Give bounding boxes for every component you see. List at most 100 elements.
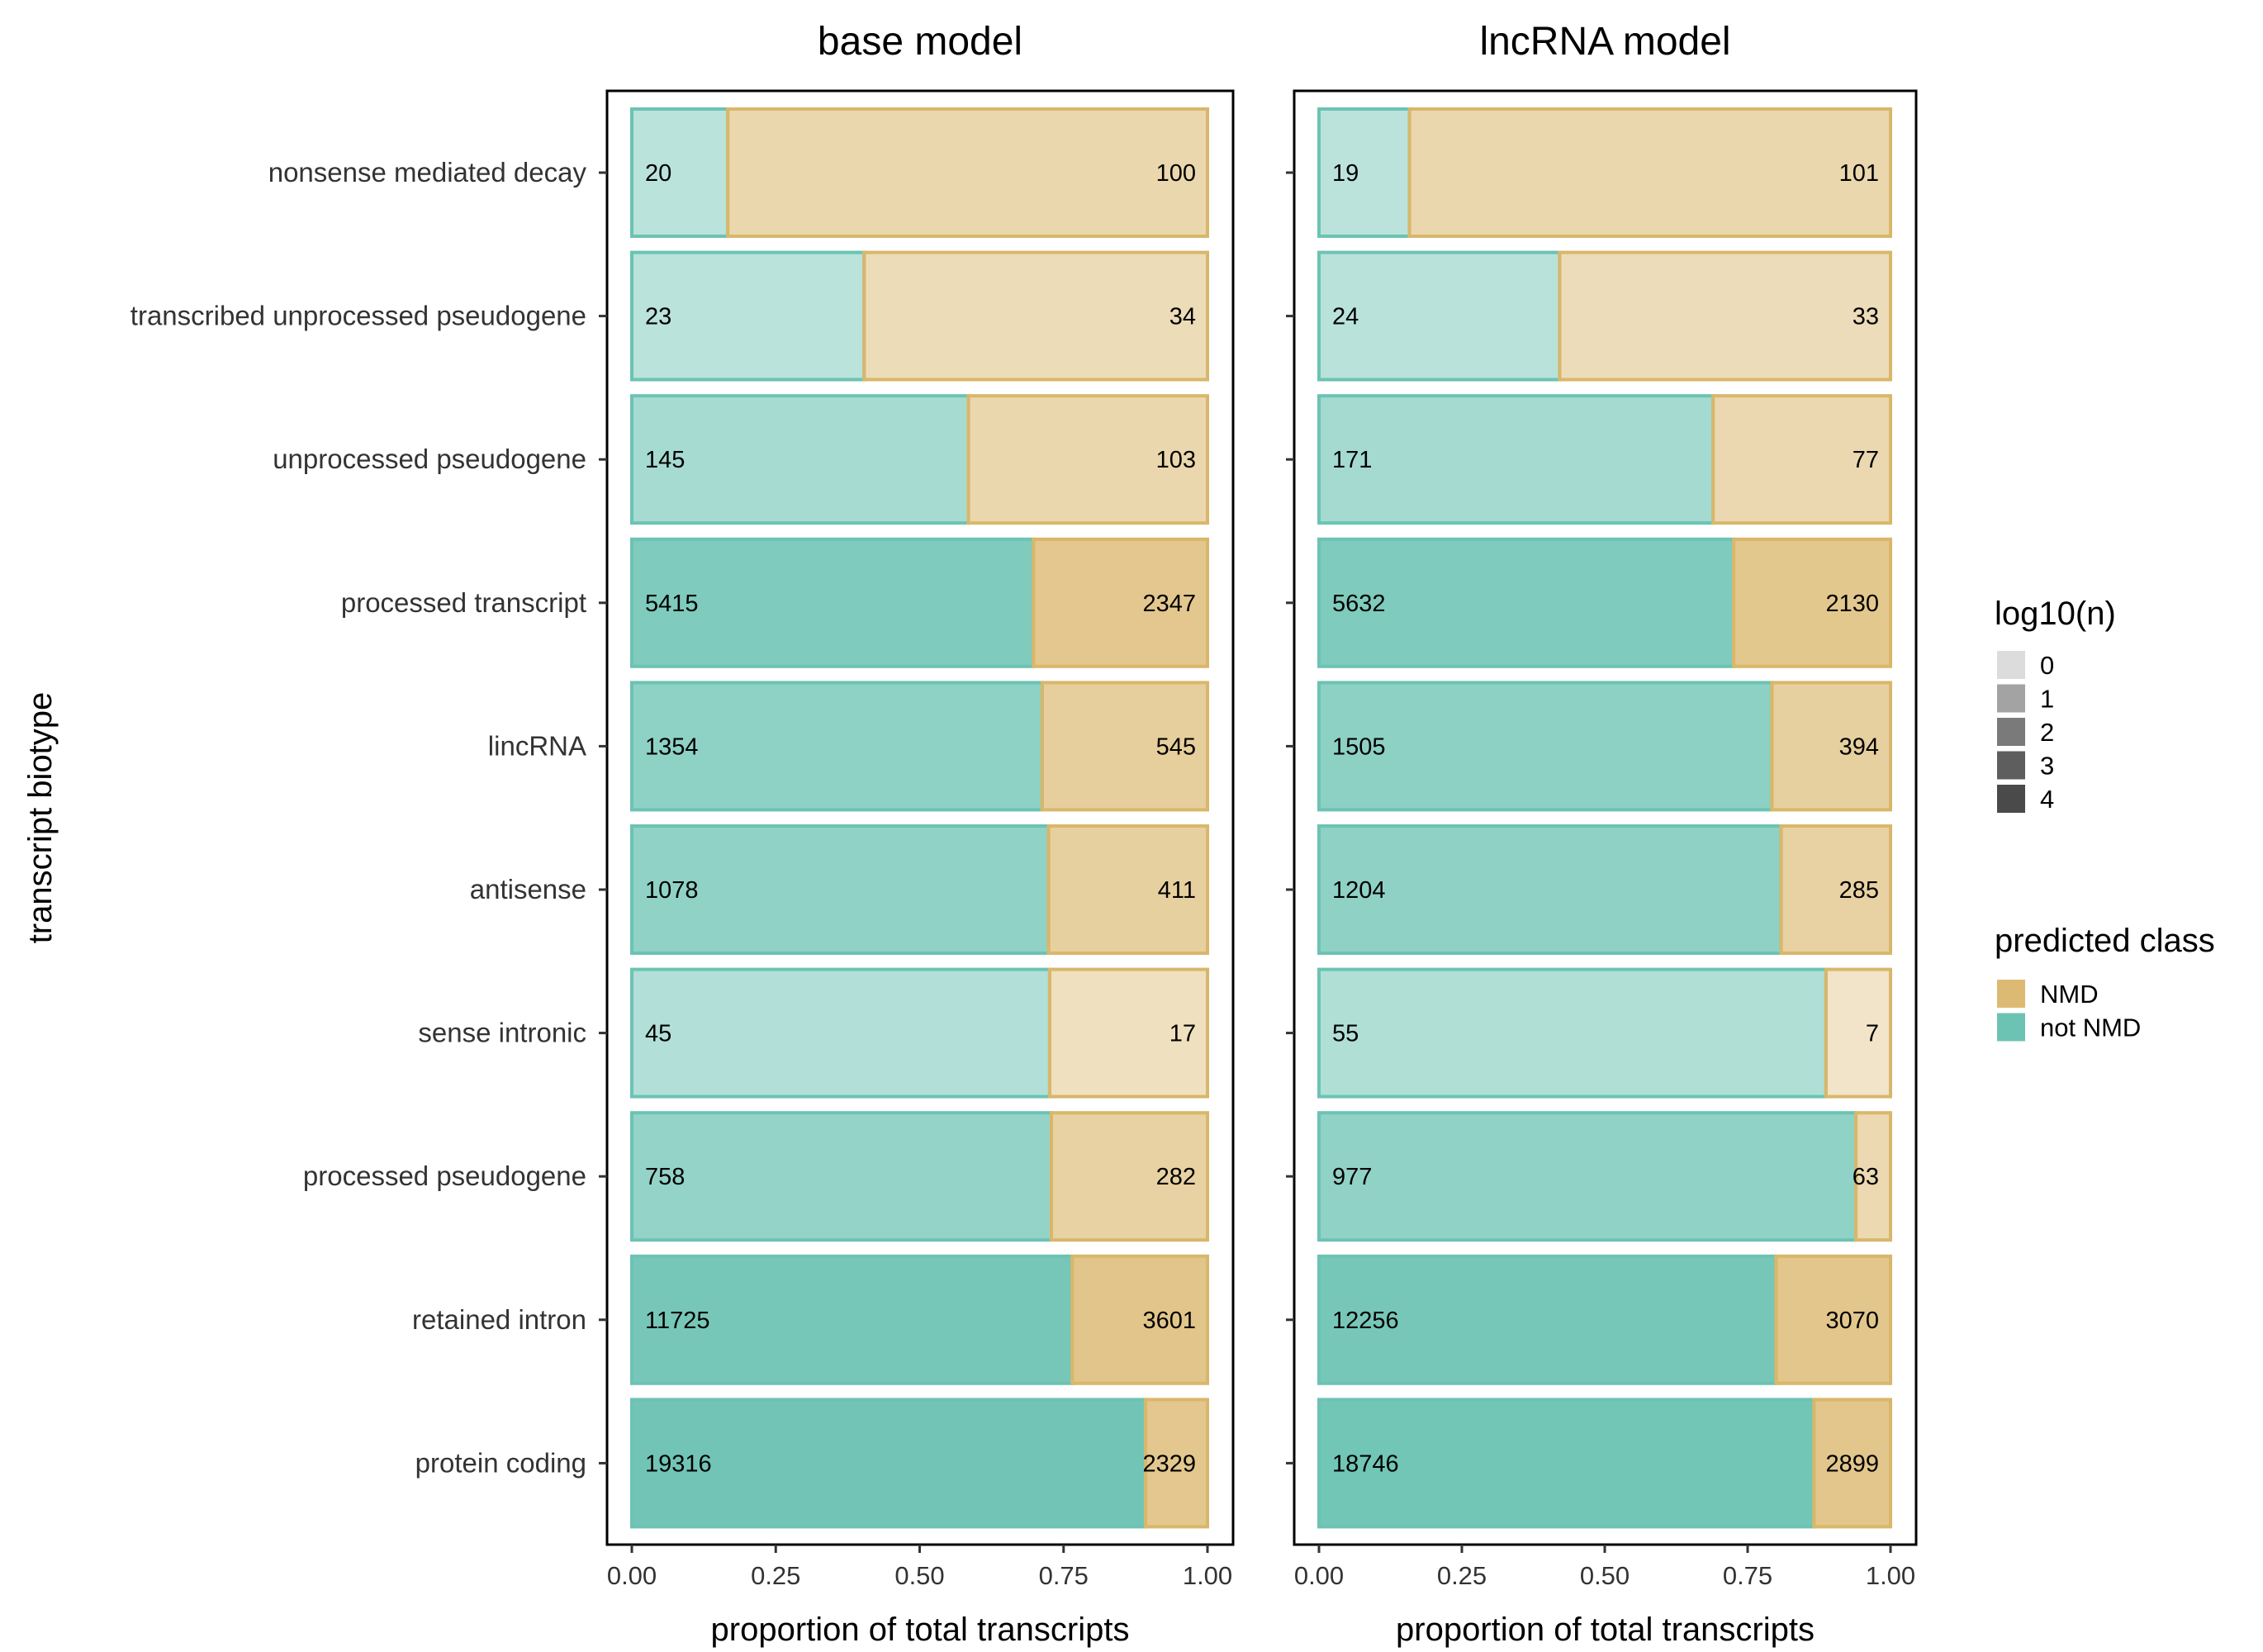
value-label-not-nmd: 55 (1332, 1021, 1359, 1047)
legend-title: log10(n) (1995, 596, 2116, 632)
x-tick-label: 0.75 (1039, 1561, 1089, 1590)
bar-not-nmd (1317, 1254, 1778, 1385)
value-label-nmd: 3601 (1142, 1308, 1196, 1334)
value-label-nmd: 285 (1839, 877, 1879, 904)
legend-key (1997, 1013, 2025, 1042)
value-label-not-nmd: 977 (1332, 1164, 1372, 1190)
panels: nonsense mediated decay transcribed unpro… (130, 20, 1918, 1648)
value-label-nmd: 34 (1169, 304, 1196, 330)
bar-not-nmd (630, 681, 1044, 812)
legend-label: not NMD (2040, 1014, 2141, 1042)
y-tick-label: processed pseudogene (303, 1161, 586, 1191)
value-label-nmd: 7 (1866, 1021, 1879, 1047)
value-label-nmd: 17 (1169, 1021, 1196, 1047)
bar-not-nmd (630, 394, 970, 525)
value-label-nmd: 2347 (1142, 591, 1196, 617)
bar-nmd (1407, 107, 1892, 238)
legend-predicted-class: predicted class NMD not NMD (1995, 923, 2215, 1042)
y-tick-label: protein coding (415, 1447, 586, 1478)
bar-nmd (966, 394, 1209, 525)
legend-key (1997, 651, 2025, 679)
value-label-nmd: 33 (1853, 304, 1879, 330)
value-label-nmd: 411 (1158, 877, 1196, 904)
bar-not-nmd (630, 1254, 1075, 1385)
y-tick-label: unprocessed pseudogene (273, 444, 586, 474)
y-tick-labels: nonsense mediated decay transcribed unpro… (130, 157, 587, 1478)
value-label-not-nmd: 758 (645, 1164, 685, 1190)
bar-nmd (1144, 1398, 1209, 1529)
legend-label: 4 (2040, 785, 2054, 814)
legend-key (1997, 785, 2025, 813)
value-label-not-nmd: 23 (645, 304, 671, 330)
bar-not-nmd (1317, 967, 1828, 1099)
bar-not-nmd (1317, 824, 1783, 955)
bar-not-nmd (630, 537, 1036, 668)
x-tick-label: 0.25 (751, 1561, 800, 1590)
x-tick-label: 1.00 (1866, 1561, 1915, 1590)
value-label-not-nmd: 12256 (1332, 1308, 1399, 1334)
value-label-not-nmd: 5632 (1332, 591, 1386, 617)
value-label-nmd: 103 (1156, 447, 1196, 473)
panel-title: lncRNA model (1479, 20, 1730, 64)
value-label-not-nmd: 1204 (1332, 877, 1386, 904)
legends: log10(n) 0 1 2 3 4 predicted class NMD not NMD (1995, 596, 2215, 1042)
legend-key (1997, 980, 2025, 1008)
x-tick-label: 0.50 (1580, 1561, 1630, 1590)
panel-lncrna-model: lncRNA model 19 101 24 33 171 77 5632 2130 1505 39… (1286, 20, 1918, 1648)
value-label-nmd: 2329 (1142, 1450, 1196, 1477)
legend-key (1997, 718, 2025, 746)
x-tick-label: 0.25 (1437, 1561, 1487, 1590)
y-tick-label: antisense (470, 874, 586, 904)
bar-not-nmd (1317, 1111, 1858, 1242)
value-label-not-nmd: 171 (1332, 447, 1372, 473)
panel-title: base model (818, 20, 1022, 64)
y-tick-label: nonsense mediated decay (268, 157, 587, 188)
value-label-nmd: 394 (1839, 733, 1879, 760)
legend-label: 1 (2040, 685, 2054, 714)
value-label-not-nmd: 20 (645, 160, 671, 187)
bar-nmd (1050, 1111, 1209, 1242)
x-tick-label: 0.00 (1294, 1561, 1344, 1590)
x-axis-title: proportion of total transcripts (711, 1612, 1130, 1648)
bar-nmd (1774, 1254, 1893, 1385)
value-label-nmd: 3070 (1825, 1308, 1879, 1334)
bar-nmd (1854, 1111, 1893, 1242)
value-label-not-nmd: 1354 (645, 733, 699, 760)
x-tick-label: 0.75 (1723, 1561, 1772, 1590)
value-label-nmd: 77 (1853, 447, 1879, 473)
x-tick-label: 0.00 (607, 1561, 657, 1590)
value-label-not-nmd: 45 (645, 1021, 671, 1047)
panel-base-model: base model 20 100 23 34 145 103 5415 2347 1354 545… (599, 20, 1235, 1648)
y-tick-label: sense intronic (418, 1018, 586, 1048)
value-label-not-nmd: 18746 (1332, 1450, 1399, 1477)
value-label-nmd: 101 (1839, 160, 1879, 187)
value-label-nmd: 63 (1853, 1164, 1879, 1190)
legend-label: NMD (2040, 980, 2099, 1009)
bar-nmd (1040, 681, 1210, 812)
value-label-nmd: 2899 (1825, 1450, 1879, 1477)
y-tick-label: transcribed unprocessed pseudogene (130, 301, 586, 331)
value-label-nmd: 545 (1156, 733, 1196, 760)
value-label-not-nmd: 11725 (645, 1308, 710, 1334)
bar-not-nmd (1317, 394, 1715, 525)
bar-nmd (1032, 537, 1210, 668)
x-tick-label: 0.50 (894, 1561, 944, 1590)
bar-nmd (726, 107, 1209, 238)
value-label-not-nmd: 1078 (645, 877, 699, 904)
bar-nmd (1558, 250, 1892, 382)
bar-not-nmd (1317, 537, 1736, 668)
bar-not-nmd (1317, 681, 1774, 812)
bar-nmd (1770, 681, 1893, 812)
value-label-not-nmd: 1505 (1332, 733, 1386, 760)
bar-not-nmd (630, 824, 1051, 955)
y-tick-label: retained intron (412, 1304, 586, 1335)
value-label-nmd: 100 (1156, 160, 1196, 187)
legend-label: 2 (2040, 718, 2054, 747)
y-tick-label: processed transcript (341, 587, 586, 618)
bar-nmd (1779, 824, 1892, 955)
value-label-not-nmd: 24 (1332, 304, 1359, 330)
value-label-not-nmd: 145 (645, 447, 685, 473)
legend-key (1997, 751, 2025, 780)
value-label-nmd: 2130 (1825, 591, 1879, 617)
